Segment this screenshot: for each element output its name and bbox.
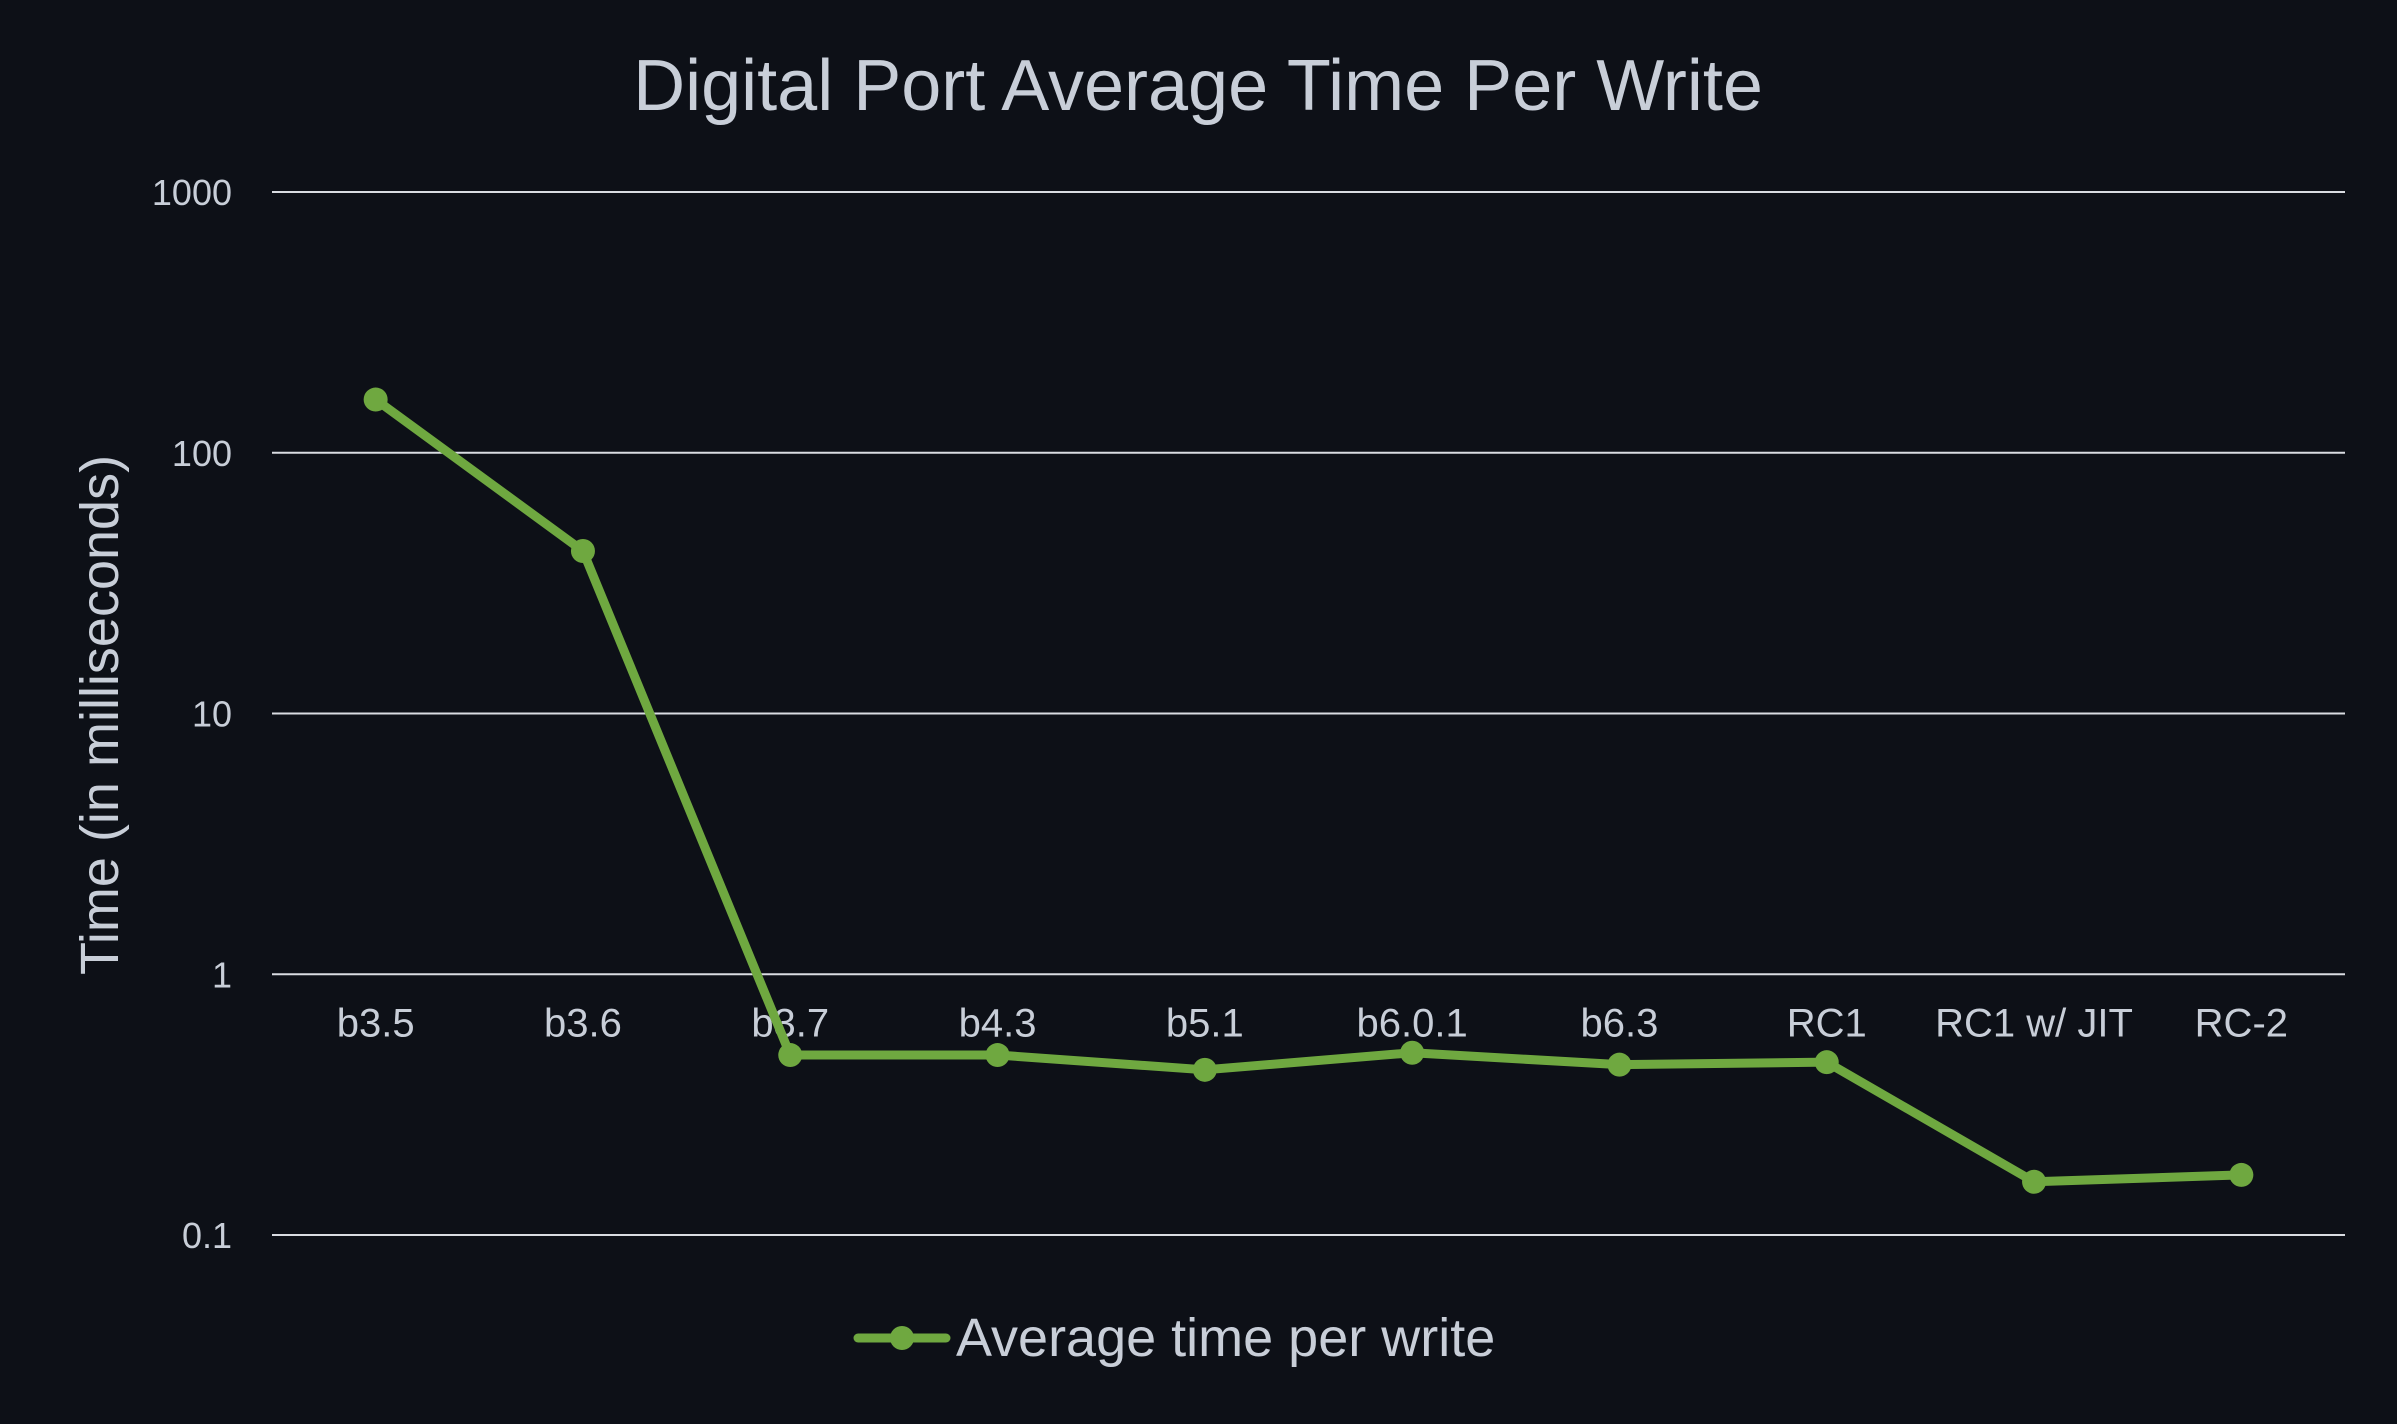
x-tick-label: RC1 [1787,1001,1867,1045]
data-point [570,538,595,563]
x-tick-label: b3.6 [544,1001,622,1045]
data-point [1192,1057,1217,1082]
data-point [363,387,388,412]
data-point [985,1043,1010,1068]
x-axis-ticks: b3.5 b3.6 b3.7 b4.3 b5.1 b6.0.1 b6.3 RC1 RC1 w/ … [337,1001,2288,1045]
legend: Average time per write [853,1308,1495,1368]
data-point [778,1043,803,1068]
data-point [1607,1052,1632,1077]
y-tick-label: 1 [212,954,232,995]
series-line [371,395,2246,1187]
x-tick-label: RC1 w/ JIT [1935,1001,2133,1045]
gridlines [272,191,2345,1236]
data-point [1814,1050,1839,1075]
legend-marker-swatch [890,1326,914,1350]
y-tick-label: 1000 [152,172,232,213]
x-tick-label: b6.3 [1581,1001,1659,1045]
y-axis-label: Time (in milliseconds) [70,455,130,975]
data-point [2022,1169,2047,1194]
x-tick-label: b5.1 [1166,1001,1244,1045]
x-tick-label: b6.0.1 [1357,1001,1468,1045]
y-tick-label: 100 [172,433,232,474]
y-tick-label: 10 [192,694,232,735]
x-tick-label: b3.5 [337,1001,415,1045]
data-point [1400,1040,1425,1065]
y-tick-label: 0.1 [182,1215,232,1256]
chart-title: Digital Port Average Time Per Write [633,46,1763,126]
x-tick-label: RC-2 [2195,1001,2288,1045]
legend-label: Average time per write [956,1308,1495,1368]
x-tick-label: b4.3 [959,1001,1037,1045]
x-tick-label: b3.7 [751,1001,829,1045]
data-point [2229,1162,2254,1187]
series-average-time-per-write [363,387,2254,1194]
y-axis-ticks: 1000 100 10 1 0.1 [152,172,232,1256]
